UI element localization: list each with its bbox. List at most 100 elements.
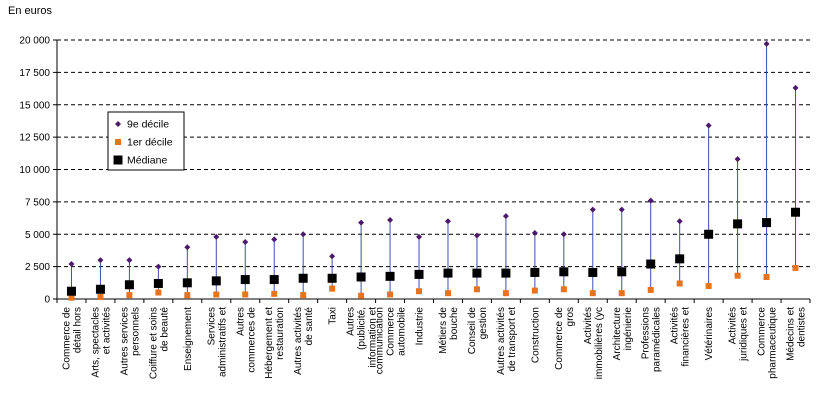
x-tick-label: Construction [530, 307, 541, 363]
point-mediane [501, 268, 511, 278]
point-mediane [472, 268, 482, 278]
legend-label: 9e décile [127, 119, 169, 131]
x-tick-label: Autres [346, 307, 357, 336]
x-tick-label: Commerce de [554, 307, 565, 370]
point-9e-decile [358, 219, 365, 226]
point-9e-decile [184, 244, 191, 251]
x-tick-label-group: Architecture ingénierie [612, 307, 634, 361]
point-1er-decile [97, 294, 104, 301]
point-mediane [269, 275, 279, 285]
x-tick-label: Industrie [415, 307, 426, 346]
point-1er-decile [589, 290, 596, 297]
x-tick-label: Commerce [757, 307, 768, 356]
point-9e-decile [213, 233, 220, 240]
point-9e-decile [155, 263, 162, 270]
point-mediane [443, 268, 453, 278]
x-tick-label: Coiffure et soins [148, 307, 159, 379]
point-1er-decile [473, 286, 480, 293]
point-9e-decile [242, 239, 249, 246]
point-mediane [704, 229, 714, 239]
x-tick-label-group: Activités financières et [670, 307, 692, 367]
point-9e-decile [387, 217, 394, 224]
x-tick-label: Arts, spectacles [90, 307, 101, 378]
x-tick-label-group: Industrie [415, 307, 426, 346]
x-tick-label-group: Enseignement [183, 307, 194, 371]
x-tick-label-group: Arts, spectacles et activités [90, 307, 112, 378]
point-mediane [675, 254, 685, 264]
point-1er-decile [560, 286, 567, 293]
x-tick-label: Autres activités [293, 307, 304, 375]
x-tick-label: Autres services [119, 307, 130, 375]
point-1er-decile [213, 291, 220, 298]
x-tick-label: communication [375, 307, 386, 374]
point-9e-decile [329, 253, 336, 260]
point-1er-decile [618, 290, 625, 297]
x-tick-label-group: communication Commerce automobile [375, 307, 408, 375]
range-lines-layer [70, 43, 797, 298]
x-tick-label: Professions [641, 307, 652, 359]
point-9e-decile [589, 206, 596, 213]
x-tick-label: Vétérinaires [704, 307, 715, 360]
x-tick-label: Activités [583, 307, 594, 344]
y-tick-label: 12 500 [19, 133, 50, 144]
point-mediane [588, 267, 598, 277]
point-9e-decile [560, 231, 567, 238]
point-1er-decile [387, 291, 394, 298]
x-tick-label: gestion [478, 307, 489, 339]
x-tick-label: administratifs et [217, 307, 228, 377]
x-tick-label-group: Autres activités de transport et [496, 307, 518, 375]
x-tick-label-group: Métiers de bouche [438, 307, 460, 354]
point-9e-decile [647, 197, 654, 204]
legend: 9e décile 1er décile Médiane [107, 111, 185, 171]
y-tick-label: 10 000 [19, 165, 50, 176]
unit-label: En euros [8, 5, 53, 17]
point-mediane [617, 267, 627, 277]
y-tick-label: 0 [44, 295, 50, 306]
x-tick-label-group: Commerce de détail hors [61, 307, 83, 370]
x-tick-label: détail hors [72, 307, 83, 353]
y-tick-label: 17 500 [19, 68, 50, 79]
x-tick-label: Hébergement et [264, 307, 275, 379]
x-tick-label-group: Hébergement et restauration [264, 307, 286, 379]
point-1er-decile [676, 280, 683, 287]
point-mediane [298, 273, 308, 283]
point-mediane [646, 259, 656, 269]
x-tick-label: commerces de [246, 307, 257, 373]
x-tick-label-group: Coiffure et soins de beauté [148, 307, 170, 380]
point-9e-decile [705, 122, 712, 129]
x-tick-label: Taxi [328, 307, 339, 325]
x-tick-label-group: Activités juridiques et [728, 307, 750, 362]
point-1er-decile [242, 291, 249, 298]
y-tick-label: 15 000 [19, 100, 50, 111]
x-tick-label: Conseil de [467, 307, 478, 355]
point-mediane [791, 207, 801, 217]
point-1er-decile [300, 292, 307, 299]
x-tick-label-group: Autres services personnels [119, 307, 141, 375]
point-mediane [153, 278, 163, 288]
x-tick-label-group: Autres commerces de [235, 307, 257, 373]
x-tick-label: Commerce de [61, 307, 72, 370]
legend-label: 1er décile [127, 137, 173, 149]
x-tick-label-group: Construction [530, 307, 541, 363]
x-tick-label: de beauté [159, 307, 170, 352]
x-tick-label-group: Médecins et dentistes [786, 307, 808, 361]
y-tick-label: 2 500 [25, 262, 50, 273]
x-tick-label: Médecins et [786, 307, 797, 361]
x-tick-label: et activités [101, 307, 112, 354]
x-tick-label: Activités [728, 307, 739, 344]
y-tick-label: 20 000 [19, 36, 50, 47]
x-tick-label: Métiers de [438, 307, 449, 354]
x-tick-label-group: Conseil de gestion [467, 307, 489, 355]
point-1er-decile [502, 290, 509, 297]
point-1er-decile [531, 287, 538, 294]
point-9e-decile [416, 233, 423, 240]
point-9e-decile [763, 40, 770, 47]
x-tick-label-group: Commerce pharmaceutique [757, 307, 779, 379]
marks-layer [66, 40, 801, 301]
x-tick-labels: Commerce de détail hors Arts, spectacles et… [61, 307, 807, 380]
legend-marker-1er-decile [115, 139, 121, 145]
point-9e-decile [68, 261, 75, 268]
x-tick-label: Commerce [386, 307, 397, 356]
point-1er-decile [647, 286, 654, 293]
point-9e-decile [444, 218, 451, 225]
